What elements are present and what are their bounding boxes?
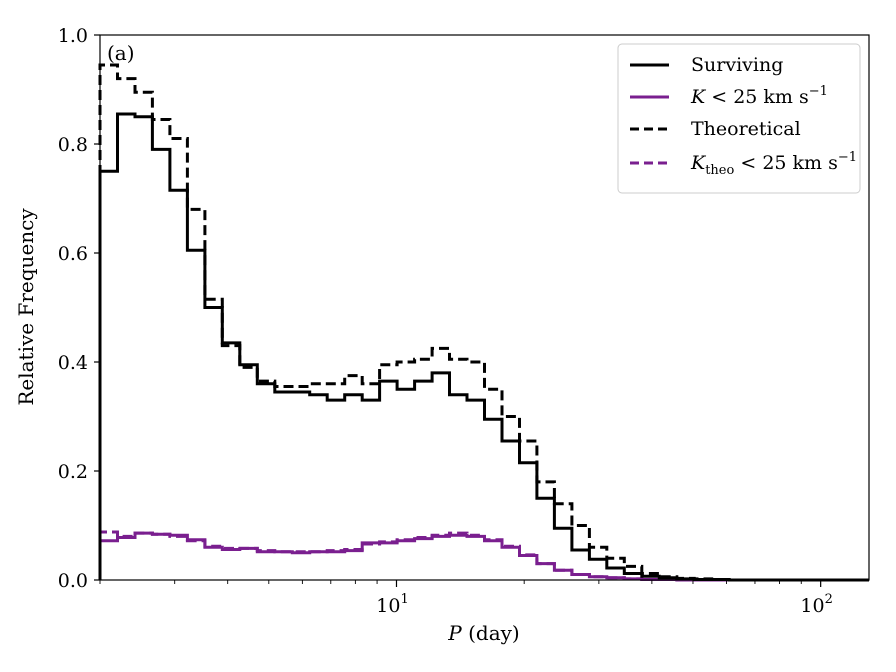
y-tick-label: 0.2	[58, 461, 88, 483]
y-tick-label: 0.4	[58, 352, 88, 374]
x-axis-label-unit: (day)	[462, 621, 520, 645]
legend-label-k: K < 25 km s−1	[690, 84, 828, 108]
x-axis-label-var: P	[447, 621, 462, 645]
y-tick-label: 0.0	[58, 570, 88, 592]
legend-frame	[617, 43, 861, 194]
y-axis-label: Relative Frequency	[14, 208, 38, 406]
x-tick-label: 101	[376, 592, 408, 617]
legend: Surviving K < 25 km s−1 Theoretical Kthe…	[617, 43, 861, 194]
plot-frame	[99, 34, 870, 581]
legend-label-theoretical: Theoretical	[691, 118, 801, 140]
x-axis-label: P (day)	[447, 621, 519, 645]
x-axis: 101 102	[99, 580, 833, 617]
y-tick-label: 0.8	[58, 134, 88, 156]
legend-label-ktheo: Ktheo < 25 km s−1	[690, 150, 857, 178]
x-tick-label: 102	[800, 592, 832, 617]
y-tick-label: 0.6	[58, 243, 88, 265]
series-k-theo-25-km-s-1	[98, 530, 869, 582]
y-axis: 0.0 0.2 0.4 0.6 0.8 1.0	[58, 25, 100, 592]
y-tick-label: 1.0	[58, 25, 88, 47]
panel-label: (a)	[107, 41, 135, 65]
legend-label-surviving: Surviving	[691, 54, 783, 76]
series-surviving	[98, 112, 869, 582]
